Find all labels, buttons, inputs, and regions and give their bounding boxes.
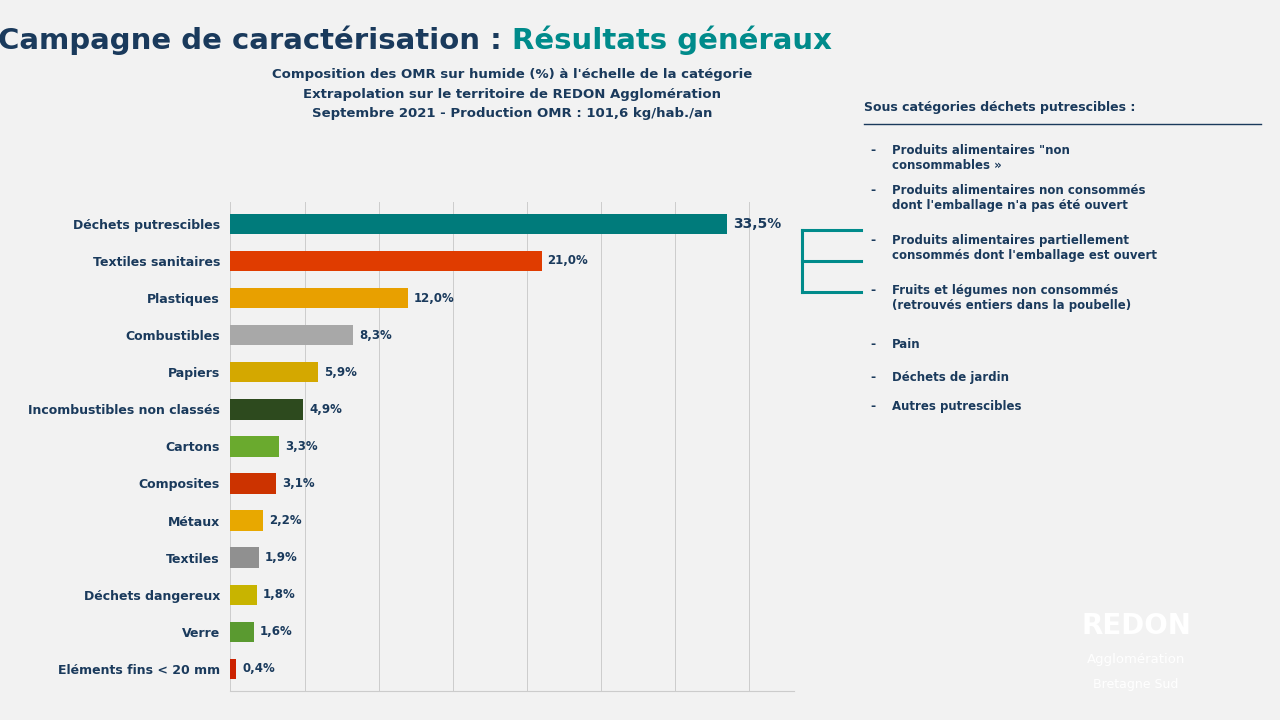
Text: -: -: [870, 284, 876, 297]
Text: 0,4%: 0,4%: [242, 662, 275, 675]
Text: 3,1%: 3,1%: [283, 477, 315, 490]
Text: Produits alimentaires "non
consommables »: Produits alimentaires "non consommables …: [892, 144, 1070, 172]
Text: -: -: [870, 234, 876, 247]
Bar: [230, 585, 257, 605]
Text: Produits alimentaires partiellement
consommés dont l'emballage est ouvert: Produits alimentaires partiellement cons…: [892, 234, 1157, 262]
Text: Bretagne Sud: Bretagne Sud: [1093, 678, 1179, 690]
Text: -: -: [870, 144, 876, 157]
Bar: [230, 659, 237, 679]
Text: 1,8%: 1,8%: [262, 588, 296, 601]
Bar: [230, 436, 279, 456]
Text: 4,9%: 4,9%: [308, 402, 342, 416]
Text: 2,2%: 2,2%: [269, 514, 302, 527]
Text: Déchets de jardin: Déchets de jardin: [892, 371, 1009, 384]
Text: 1,6%: 1,6%: [260, 626, 293, 639]
Text: -: -: [870, 184, 876, 197]
Bar: [230, 547, 259, 568]
Text: Pain: Pain: [892, 338, 920, 351]
Text: Autres putrescibles: Autres putrescibles: [892, 400, 1021, 413]
Text: Fruits et légumes non consommés
(retrouvés entiers dans la poubelle): Fruits et légumes non consommés (retrouv…: [892, 284, 1132, 312]
Text: Sous catégories déchets putrescibles :: Sous catégories déchets putrescibles :: [864, 101, 1135, 114]
Text: -: -: [870, 371, 876, 384]
Bar: [230, 288, 408, 308]
Text: 8,3%: 8,3%: [360, 328, 392, 341]
Text: Septembre 2021 - Production OMR : 101,6 kg/hab./an: Septembre 2021 - Production OMR : 101,6 …: [312, 107, 712, 120]
Text: 33,5%: 33,5%: [733, 217, 781, 231]
Text: 12,0%: 12,0%: [415, 292, 454, 305]
Text: -: -: [870, 338, 876, 351]
Text: 3,3%: 3,3%: [285, 440, 317, 453]
Text: Composition des OMR sur humide (%) à l'échelle de la catégorie: Composition des OMR sur humide (%) à l'é…: [271, 68, 753, 81]
Text: Campagne de caractérisation :: Campagne de caractérisation :: [0, 25, 512, 55]
Bar: [230, 399, 303, 420]
Text: Extrapolation sur le territoire de REDON Agglomération: Extrapolation sur le territoire de REDON…: [303, 88, 721, 101]
Bar: [230, 325, 353, 346]
Text: 1,9%: 1,9%: [265, 552, 297, 564]
Text: Résultats généraux: Résultats généraux: [512, 25, 832, 55]
Bar: [230, 473, 276, 494]
Text: 21,0%: 21,0%: [548, 254, 589, 267]
Bar: [230, 621, 255, 642]
Bar: [230, 362, 317, 382]
Text: Agglomération: Agglomération: [1087, 653, 1185, 666]
Bar: [230, 214, 727, 234]
Bar: [230, 510, 262, 531]
Text: -: -: [870, 400, 876, 413]
Text: Produits alimentaires non consommés
dont l'emballage n'a pas été ouvert: Produits alimentaires non consommés dont…: [892, 184, 1146, 212]
Bar: [230, 251, 541, 271]
Text: 5,9%: 5,9%: [324, 366, 357, 379]
Text: REDON: REDON: [1082, 612, 1190, 640]
